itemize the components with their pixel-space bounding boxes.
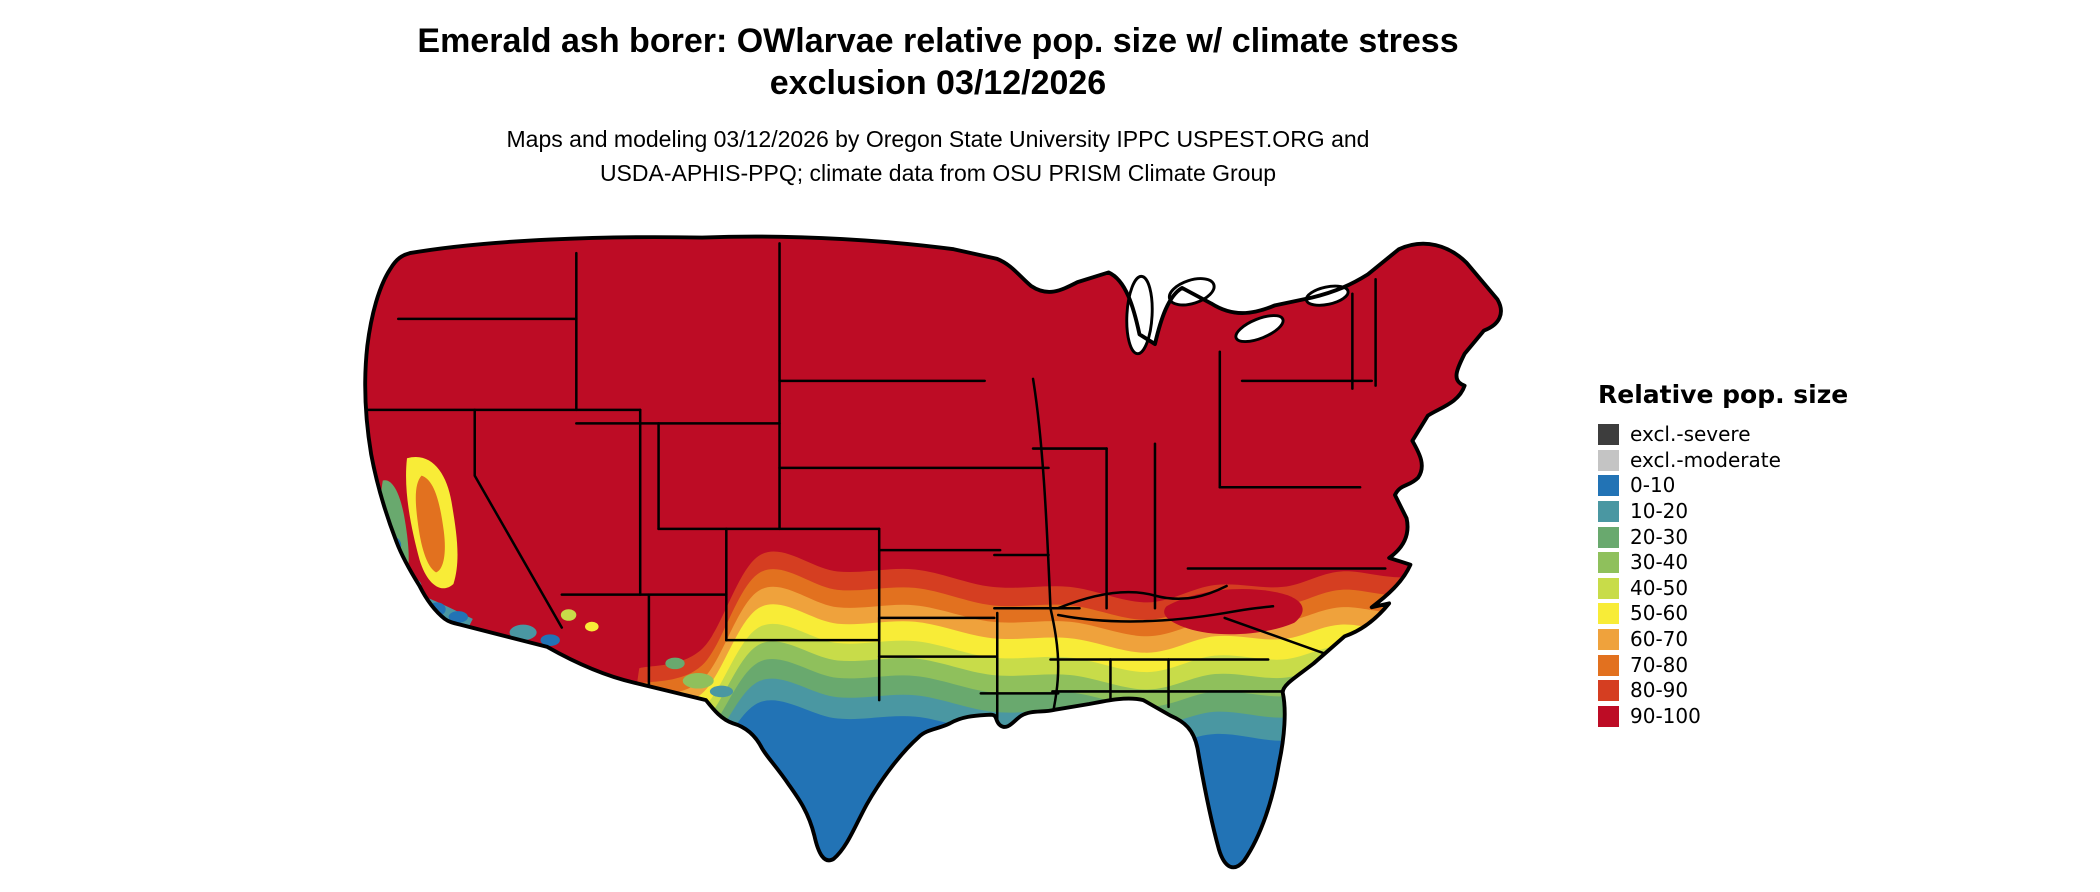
legend-swatch [1598, 552, 1619, 574]
state-border-line [1056, 605, 1275, 623]
patch-70-80 [415, 475, 445, 573]
legend-swatch [1598, 629, 1619, 651]
legend-item: 90-100 [1598, 704, 1918, 730]
legend-item: 60-70 [1598, 627, 1918, 653]
legend-label: 50-60 [1630, 601, 1689, 626]
legend-item: 70-80 [1598, 652, 1918, 678]
state-border-line [1223, 616, 1338, 659]
legend-swatch [1598, 603, 1619, 625]
us-choropleth-map [363, 234, 1503, 870]
legend-label: 90-100 [1630, 703, 1701, 728]
legend-item: 0-10 [1598, 473, 1918, 499]
state-border-line [1056, 584, 1228, 610]
lake [1234, 314, 1285, 344]
legend-swatch [1598, 501, 1619, 523]
subtitle-line-1: Maps and modeling 03/12/2026 by Oregon S… [506, 126, 1370, 152]
state-border-line [473, 408, 564, 629]
legend-swatch [1598, 654, 1619, 676]
state-border-line [1031, 377, 1052, 610]
legend-item: 50-60 [1598, 601, 1918, 627]
band-30-40 [605, 641, 1501, 868]
legend-label: 70-80 [1630, 652, 1689, 677]
subtitle-line-2: USDA-APHIS-PPQ; climate data from OSU PR… [599, 160, 1277, 186]
legend-item: 40-50 [1598, 576, 1918, 602]
legend-label: 40-50 [1630, 575, 1689, 600]
legend-item: excl.-moderate [1598, 448, 1918, 474]
legend-title: Relative pop. size [1598, 380, 1849, 409]
legend: Relative pop. size excl.-severe excl.-mod… [1598, 380, 1918, 729]
page-subtitle: Maps and modeling 03/12/2026 by Oregon S… [0, 122, 1876, 190]
legend-swatch [1598, 680, 1619, 702]
spot-20-30 [665, 657, 685, 670]
legend-label: 60-70 [1630, 627, 1689, 652]
spot-10-20 [509, 624, 537, 641]
legend-label: 30-40 [1630, 550, 1689, 575]
spot-50-60 [585, 621, 599, 632]
spot-10-20 [709, 685, 734, 698]
legend-swatch [1598, 424, 1619, 446]
legend-label: 10-20 [1630, 499, 1689, 524]
map-area [315, 226, 1515, 884]
legend-item: excl.-severe [1598, 422, 1918, 448]
legend-label: 0-10 [1630, 473, 1676, 498]
legend-item: 30-40 [1598, 550, 1918, 576]
spot-30-40 [682, 673, 714, 689]
legend-swatch [1598, 449, 1619, 471]
legend-swatch [1598, 475, 1619, 497]
legend-item: 20-30 [1598, 524, 1918, 550]
spot-40-50 [560, 609, 577, 621]
band-20-30 [605, 659, 1501, 868]
state-borders [365, 242, 1387, 758]
legend-label: excl.-severe [1630, 422, 1751, 447]
legend-label: 20-30 [1630, 524, 1689, 549]
legend-item: 10-20 [1598, 499, 1918, 525]
legend-swatch [1598, 577, 1619, 599]
legend-swatch [1598, 705, 1619, 727]
spot-0-10 [540, 634, 560, 646]
title-line-2: exclusion 03/12/2026 [769, 64, 1107, 102]
legend-items: excl.-severe excl.-moderate 0-10 10-20 20-30… [1598, 422, 1918, 729]
legend-label: 80-90 [1630, 678, 1689, 703]
legend-label: excl.-moderate [1630, 447, 1781, 472]
legend-item: 80-90 [1598, 678, 1918, 704]
title-line-1: Emerald ash borer: OWlarvae relative pop… [417, 22, 1459, 60]
page-title: Emerald ash borer: OWlarvae relative pop… [0, 20, 1876, 104]
spot-0-10 [448, 611, 468, 623]
legend-swatch [1598, 526, 1619, 548]
map-base-fill [365, 236, 1501, 868]
lake [1125, 274, 1154, 356]
